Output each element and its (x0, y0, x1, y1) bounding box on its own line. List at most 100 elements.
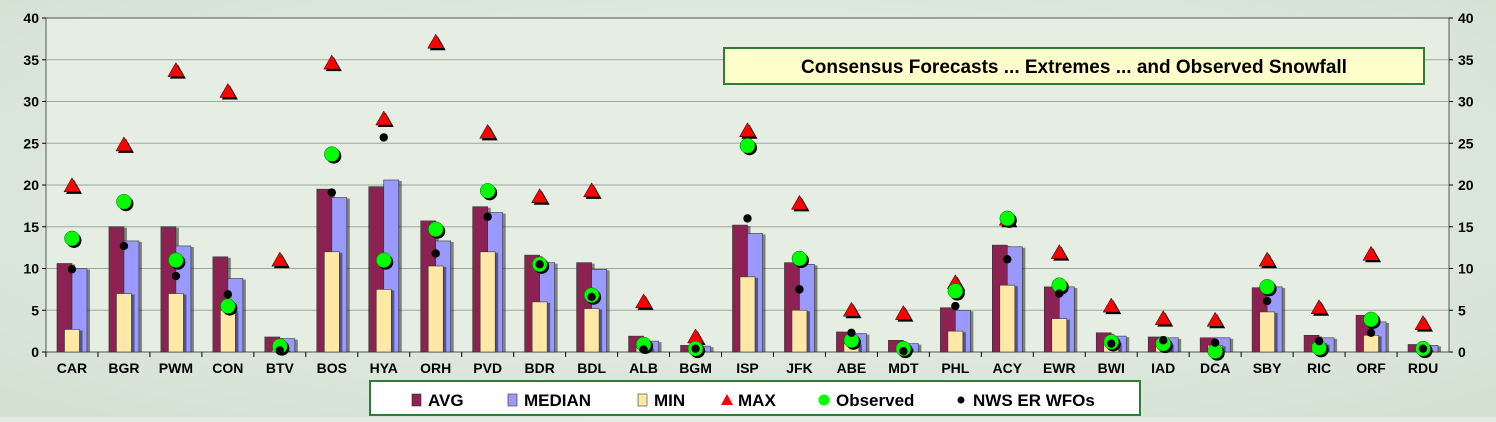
legend: AVG MEDIAN MIN MAX Observed NWS ER WFOs (369, 380, 1141, 416)
max-marker (894, 305, 912, 320)
x-tick-label: RDU (1408, 360, 1438, 376)
y-tick-label-right: 35 (1458, 52, 1474, 68)
nws-marker (275, 346, 285, 355)
x-tick-label: ORH (420, 360, 451, 376)
axes: 0 0 5 5 10 10 15 15 20 20 25 25 30 30 35 35 40 40 CAR BGR PW… (23, 10, 1473, 376)
max-marker (219, 82, 237, 98)
nws-marker (1210, 338, 1220, 348)
nws-marker (691, 344, 700, 353)
bar-min (739, 276, 756, 353)
bar-min (1363, 334, 1379, 353)
observed-marker (168, 252, 184, 268)
x-tick-label: CON (212, 360, 243, 376)
x-tick-label: BOS (317, 360, 347, 376)
observed-marker (324, 146, 340, 162)
max-marker (375, 110, 393, 126)
x-tick-label: ALB (629, 360, 658, 376)
nws-marker (431, 249, 440, 258)
x-tick-label: MDT (888, 360, 919, 376)
y-tick-label-right: 10 (1458, 261, 1474, 277)
y-tick-label-left: 20 (23, 177, 39, 193)
nws-marker (951, 301, 960, 311)
y-tick-label-left: 25 (23, 135, 39, 151)
max-marker (791, 194, 808, 210)
x-tick-label: CAR (57, 360, 87, 376)
legend-label: MIN (654, 391, 685, 410)
max-marker (1310, 299, 1328, 314)
bar-min (479, 251, 496, 353)
x-tick-label: ACY (993, 360, 1023, 376)
markers (63, 33, 1434, 361)
y-tick-label-left: 35 (23, 52, 39, 68)
nws-marker (379, 133, 388, 142)
observed-marker (1259, 279, 1275, 295)
observed-marker (999, 210, 1016, 227)
legend-swatch-nws (957, 396, 965, 404)
max-marker (427, 33, 445, 49)
y-tick-label-left: 5 (31, 302, 39, 318)
observed-marker (479, 183, 496, 199)
observed-marker (739, 138, 756, 154)
observed-marker (791, 250, 808, 267)
nws-marker (1366, 328, 1376, 337)
x-tick-label: ABE (837, 360, 867, 376)
max-marker (1362, 245, 1380, 261)
bar-min (1259, 311, 1275, 353)
bar-min (375, 289, 392, 353)
max-marker (479, 123, 497, 139)
max-marker (531, 188, 549, 203)
max-marker (1154, 310, 1172, 325)
bar-min (168, 293, 184, 353)
observed-marker (1363, 311, 1379, 328)
bar-min (1051, 318, 1068, 353)
max-marker (167, 62, 185, 77)
y-tick-label-left: 15 (23, 219, 39, 235)
nws-marker (327, 188, 336, 197)
y-tick-label-right: 30 (1458, 94, 1474, 110)
x-tick-label: BGR (108, 360, 139, 376)
legend-swatch-min (637, 393, 648, 407)
x-tick-label: HYA (370, 360, 398, 376)
max-marker (583, 182, 601, 198)
nws-marker (1003, 255, 1012, 264)
y-tick-label-right: 15 (1458, 219, 1474, 235)
x-tick-label: BDL (577, 360, 606, 376)
nws-marker (795, 285, 804, 294)
chart-title: Consensus Forecasts ... Extremes ... and… (801, 57, 1347, 78)
x-tick-label: ISP (736, 360, 759, 376)
legend-swatch-observed (818, 394, 830, 406)
observed-marker (116, 193, 132, 210)
x-tick-label: ORF (1356, 360, 1386, 376)
max-marker (842, 301, 860, 317)
max-marker (323, 54, 341, 70)
observed-marker (427, 221, 444, 238)
y-tick-label-right: 5 (1458, 302, 1466, 318)
x-tick-label: PHL (941, 360, 969, 376)
x-tick-label: DCA (1200, 360, 1230, 376)
observed-marker (376, 252, 392, 268)
bar-min (220, 309, 236, 353)
observed-marker (64, 230, 80, 247)
y-tick-label-right: 20 (1458, 177, 1474, 193)
x-tick-label: BGM (679, 360, 712, 376)
bar-min (583, 308, 600, 353)
observed-marker (220, 298, 236, 314)
bar-min (999, 284, 1016, 353)
legend-label: AVG (428, 391, 464, 410)
max-marker (1050, 244, 1068, 259)
bar-min (791, 309, 808, 353)
y-tick-label-left: 10 (23, 261, 39, 277)
x-tick-label: PWM (159, 360, 193, 376)
legend-swatch-avg (411, 393, 422, 407)
y-tick-label-right: 25 (1458, 135, 1474, 151)
bar-min (947, 330, 964, 353)
nws-marker (1262, 296, 1272, 306)
x-tick-label: SBY (1253, 360, 1282, 376)
nws-marker (1159, 336, 1168, 345)
max-marker (1102, 297, 1120, 313)
max-marker (1414, 315, 1432, 330)
chart-title-box: Consensus Forecasts ... Extremes ... and… (723, 47, 1425, 85)
max-marker (739, 122, 756, 137)
legend-label: NWS ER WFOs (973, 391, 1095, 410)
